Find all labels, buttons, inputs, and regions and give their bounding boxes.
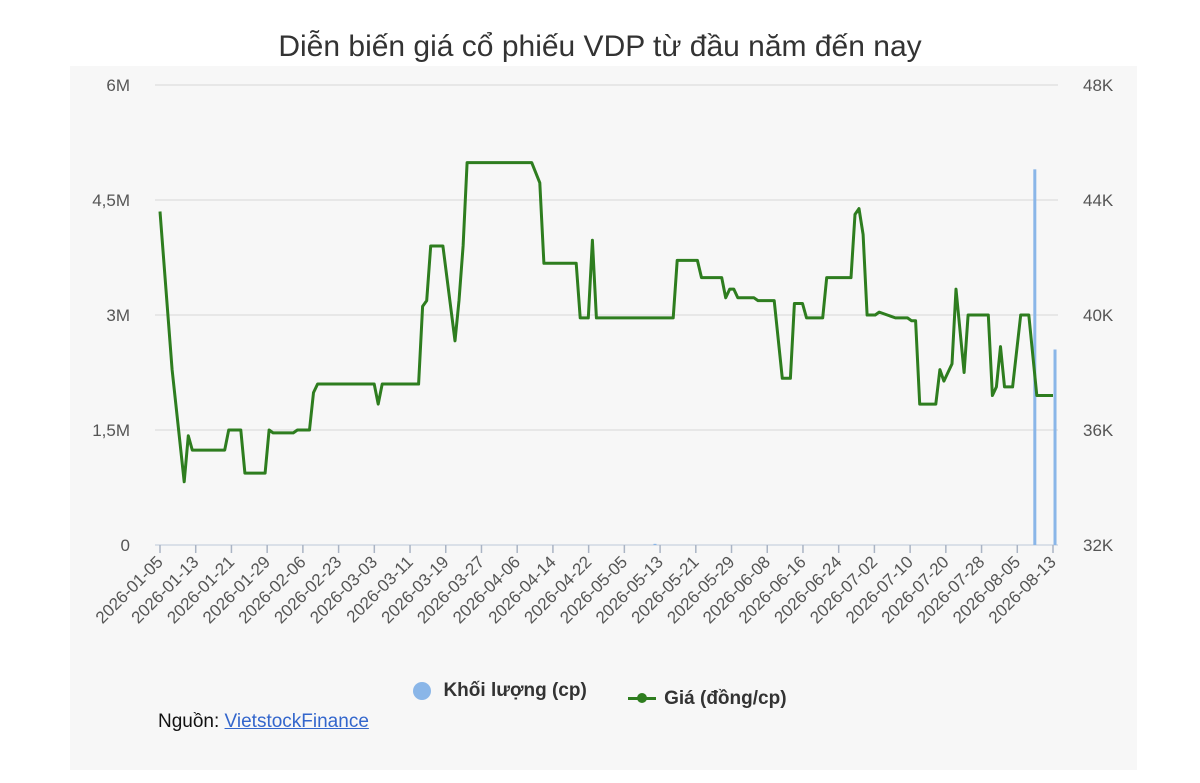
source-link[interactable]: VietstockFinance <box>224 711 369 732</box>
y-left-tick-label: 0 <box>121 536 130 555</box>
volume-bar <box>1053 349 1057 545</box>
y-right-tick-label: 40K <box>1083 306 1114 325</box>
volume-bar <box>653 543 657 545</box>
y-left-tick-label: 3M <box>106 306 130 325</box>
legend-item-price[interactable]: Giá (đồng/cp) <box>628 687 787 710</box>
volume-bar <box>1033 169 1037 546</box>
y-right-tick-label: 44K <box>1083 191 1114 210</box>
legend-price-marker-icon <box>628 693 657 703</box>
y-left-tick-label: 4,5M <box>92 191 130 210</box>
price-line <box>158 161 1053 484</box>
chart-background <box>70 66 1137 770</box>
y-left-tick-label: 1,5M <box>92 421 130 440</box>
source-credit: Nguồn: VietstockFinance <box>158 711 369 733</box>
y-right-tick-label: 48K <box>1083 76 1114 95</box>
chart-legend: Khối lượng (cp) Giá (đồng/cp) <box>0 680 1200 710</box>
source-prefix: Nguồn: <box>158 711 225 732</box>
legend-volume-label: Khối lượng (cp) <box>443 680 587 701</box>
chart-title: Diễn biến giá cổ phiếu VDP từ đầu năm đế… <box>278 30 922 63</box>
legend-volume-marker-icon <box>413 682 432 700</box>
legend-item-volume[interactable]: Khối lượng (cp) <box>413 680 587 702</box>
y-right-tick-label: 32K <box>1083 536 1114 555</box>
y-right-tick-label: 36K <box>1083 421 1114 440</box>
legend-price-label: Giá (đồng/cp) <box>664 687 787 709</box>
y-left-tick-label: 6M <box>106 76 130 95</box>
